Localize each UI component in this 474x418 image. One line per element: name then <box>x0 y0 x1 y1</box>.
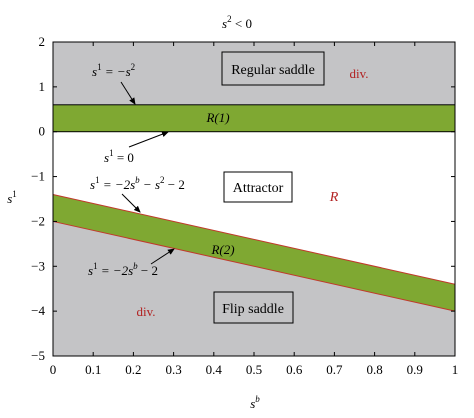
x-axis-ticks: 0 0.1 0.2 0.3 0.4 0.5 0.6 0.7 0.8 0.9 1 <box>50 42 459 377</box>
div-label-top: div. <box>349 66 368 81</box>
x-tick-label: 0.1 <box>85 362 101 377</box>
x-tick-label: 0.9 <box>407 362 423 377</box>
x-tick-label: 0.4 <box>206 362 223 377</box>
r2-label: R(2) <box>210 242 234 257</box>
eq-line1-end: − 2 <box>165 177 185 192</box>
div-label-bottom: div. <box>136 304 155 319</box>
eq-line2-end: − 2 <box>138 263 158 278</box>
title-rest: < 0 <box>232 16 252 31</box>
x-label-sup: b <box>255 394 260 404</box>
arrow-to-zero-line <box>128 131 169 148</box>
y-tick-label: −5 <box>31 348 45 363</box>
plot-title: s2 < 0 <box>222 14 252 31</box>
eq-line2-base: s <box>88 263 93 278</box>
x-tick-label: 0.5 <box>246 362 262 377</box>
y-tick-label: −3 <box>31 258 45 273</box>
eq-s1-neg-s2: s1 = −s2 <box>92 62 135 79</box>
arrow-to-top-line <box>120 81 136 105</box>
eq-zero-base: s <box>104 150 109 165</box>
attractor-label: Attractor <box>233 181 284 196</box>
eq-s1-zero: s1 = 0 <box>104 148 134 165</box>
x-tick-label: 0.2 <box>125 362 141 377</box>
y-label-sup: 1 <box>12 189 17 199</box>
y-tick-label: 0 <box>39 124 46 139</box>
x-tick-label: 0.8 <box>366 362 382 377</box>
eq-top-sup2: 2 <box>131 62 136 72</box>
eq-top-base: s <box>92 64 97 79</box>
x-axis-label: sb <box>250 394 260 411</box>
eq-line1: s1 = −2sb − s2 − 2 <box>90 175 185 192</box>
title-base: s <box>222 16 227 31</box>
y-tick-label: −2 <box>31 213 45 228</box>
y-axis-label: s1 <box>7 189 17 206</box>
eq-line1-tail: − s <box>140 177 160 192</box>
eq-line1-sup1: 1 <box>95 175 100 185</box>
band-r1 <box>52 104 456 133</box>
y-tick-label: 1 <box>39 79 46 94</box>
eq-zero-sup1: 1 <box>109 148 114 158</box>
eq-line1-mid: = −2s <box>100 177 136 192</box>
title-sup: 2 <box>227 14 232 24</box>
boundary-line-lower <box>52 220 456 312</box>
eq-line2-mid: = −2s <box>98 263 134 278</box>
arrow-to-line2 <box>150 248 175 265</box>
eq-line1-base: s <box>90 177 95 192</box>
y-tick-label: 2 <box>39 34 46 49</box>
plot-regions <box>52 42 456 356</box>
band-r2 <box>53 194 455 312</box>
r1-label: R(1) <box>205 110 229 125</box>
y-label-base: s <box>7 191 12 206</box>
regular-saddle-label: Regular saddle <box>231 63 315 78</box>
x-tick-label: 0 <box>50 362 57 377</box>
y-tick-label: −4 <box>31 303 45 318</box>
eq-zero-mid: = 0 <box>114 150 134 165</box>
eq-top-sup1: 1 <box>97 62 102 72</box>
x-tick-label: 0.3 <box>165 362 181 377</box>
eq-line2-sup2: b <box>133 261 138 271</box>
x-tick-label: 0.7 <box>326 362 343 377</box>
eq-top-mid: = −s <box>102 64 131 79</box>
x-tick-label: 0.6 <box>286 362 303 377</box>
y-tick-label: −1 <box>31 169 45 184</box>
flip-saddle-label: Flip saddle <box>222 302 284 317</box>
regular-saddle-box <box>221 51 325 86</box>
y-axis-ticks: 2 1 0 −1 −2 −3 −4 −5 <box>31 34 455 363</box>
r-label: R <box>329 190 339 205</box>
eq-line1-sup2: b <box>135 175 140 185</box>
x-label-base: s <box>250 396 255 411</box>
flip-saddle-box <box>213 291 294 324</box>
eq-line2-sup1: 1 <box>93 261 98 271</box>
boundary-line-upper <box>52 194 456 285</box>
attractor-box <box>223 171 293 203</box>
arrow-to-line1 <box>121 193 141 213</box>
eq-line2: s1 = −2sb − 2 <box>88 261 158 278</box>
x-tick-label: 1 <box>452 362 459 377</box>
eq-line1-sup3: 2 <box>160 175 165 185</box>
